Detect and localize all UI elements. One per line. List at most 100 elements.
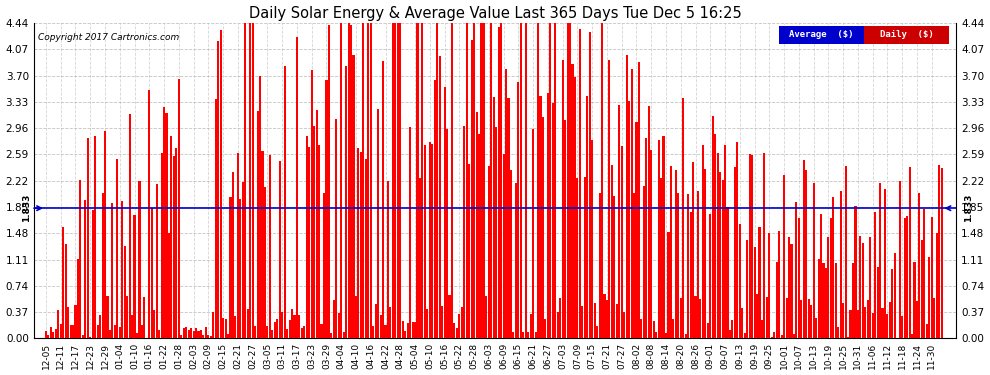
Bar (387, 181, 389, 338)
Bar (316, 110, 318, 338)
Bar (724, 145, 726, 338)
Bar (911, 334, 913, 338)
Bar (129, 114, 131, 338)
Bar (74, 304, 76, 338)
Bar (785, 298, 788, 338)
Bar (647, 106, 649, 338)
Bar (237, 153, 239, 338)
Bar (551, 104, 553, 338)
Bar (463, 126, 465, 338)
Bar (823, 263, 825, 338)
Bar (57, 310, 59, 338)
Bar (384, 325, 386, 338)
Bar (564, 120, 566, 338)
Bar (871, 314, 874, 338)
Bar (99, 315, 101, 338)
Bar (394, 23, 396, 338)
Bar (589, 32, 591, 338)
Bar (783, 175, 785, 338)
Bar (707, 323, 709, 338)
Bar (780, 335, 783, 338)
Bar (158, 330, 160, 338)
Bar (503, 154, 505, 338)
Bar (92, 210, 94, 338)
Bar (549, 23, 551, 338)
Bar (347, 23, 349, 338)
Bar (442, 306, 444, 338)
Bar (301, 328, 303, 338)
Bar (134, 215, 136, 338)
Bar (702, 146, 704, 338)
Bar (729, 330, 731, 338)
Bar (876, 267, 879, 338)
Bar (566, 23, 568, 338)
Bar (753, 247, 755, 338)
Bar (813, 183, 815, 338)
Bar (842, 303, 844, 338)
Bar (722, 180, 724, 338)
Bar (225, 320, 227, 338)
Bar (714, 134, 716, 338)
Bar (734, 167, 736, 338)
Bar (278, 161, 281, 338)
Bar (771, 337, 773, 338)
Bar (914, 262, 916, 338)
Bar (540, 96, 542, 338)
Bar (412, 322, 414, 338)
Bar (283, 66, 286, 338)
Bar (160, 153, 162, 338)
Bar (444, 87, 446, 338)
Bar (650, 150, 652, 338)
Text: Daily  ($): Daily ($) (880, 30, 934, 39)
Bar (488, 166, 490, 338)
Bar (685, 334, 687, 338)
Bar (803, 160, 805, 338)
Bar (313, 126, 315, 338)
Bar (346, 66, 347, 338)
Bar (150, 208, 152, 338)
Bar (682, 98, 684, 338)
Bar (475, 111, 477, 338)
Bar (48, 334, 50, 338)
Bar (939, 165, 940, 338)
Bar (409, 127, 411, 338)
Bar (67, 307, 69, 338)
Bar (761, 320, 763, 338)
Bar (864, 307, 866, 338)
Bar (556, 312, 558, 338)
Bar (874, 211, 876, 338)
Bar (45, 331, 47, 338)
Bar (523, 332, 525, 338)
Bar (712, 116, 714, 338)
Bar (382, 62, 384, 338)
Bar (936, 233, 938, 338)
Bar (331, 333, 333, 338)
Bar (399, 23, 401, 338)
Bar (180, 335, 182, 338)
Bar (480, 23, 482, 338)
Bar (690, 212, 692, 338)
Bar (677, 193, 679, 338)
Bar (59, 324, 61, 338)
Text: Average  ($): Average ($) (789, 30, 853, 39)
Bar (170, 136, 172, 338)
Bar (641, 319, 643, 338)
Bar (362, 23, 364, 338)
Bar (343, 332, 345, 338)
Bar (628, 101, 631, 338)
Bar (202, 335, 205, 338)
Bar (825, 268, 827, 338)
Text: 1.833: 1.833 (964, 194, 973, 222)
Bar (815, 318, 817, 338)
Bar (586, 96, 588, 338)
Bar (377, 109, 379, 338)
Bar (79, 180, 81, 338)
Bar (904, 217, 906, 338)
Bar (82, 334, 84, 338)
Bar (397, 23, 399, 338)
Bar (924, 209, 926, 338)
Bar (460, 308, 463, 338)
Bar (857, 310, 859, 338)
Bar (535, 332, 537, 338)
Bar (699, 299, 702, 338)
